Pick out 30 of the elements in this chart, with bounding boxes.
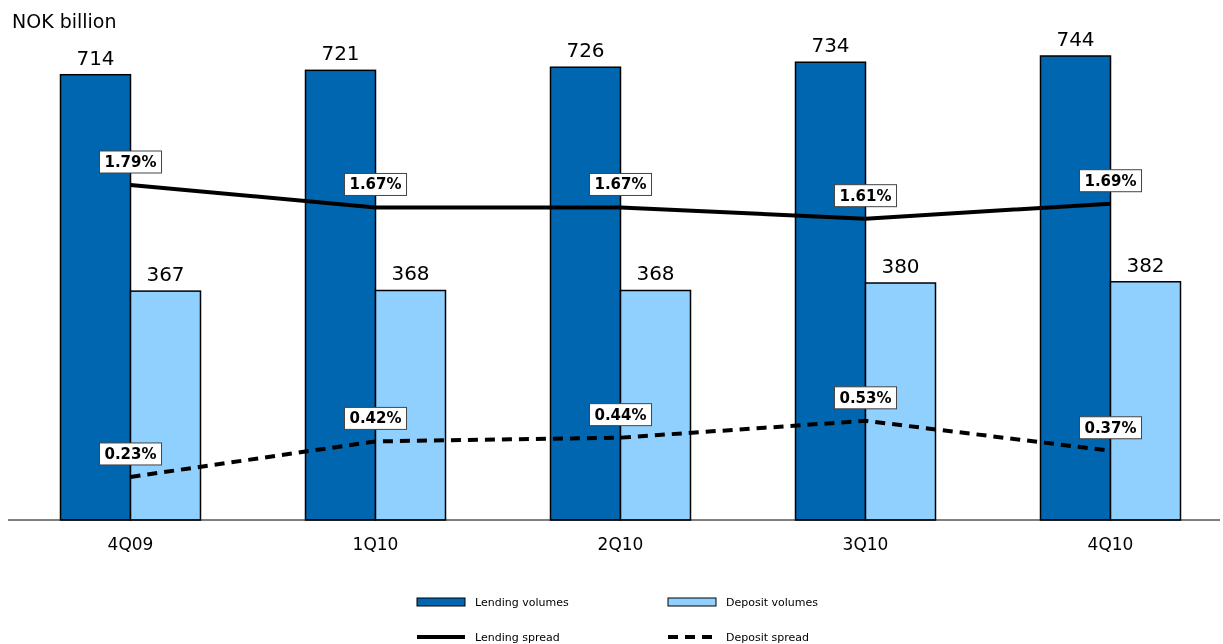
legend-label: Deposit volumes bbox=[726, 596, 819, 609]
data-label: 1.67% bbox=[594, 175, 647, 194]
data-label: 368 bbox=[391, 261, 430, 286]
data-label: 0.42% bbox=[349, 409, 402, 428]
data-label: 0.44% bbox=[594, 405, 647, 424]
data-label: 368 bbox=[636, 261, 675, 286]
data-label: 1.61% bbox=[839, 186, 892, 205]
data-label: 1.67% bbox=[349, 175, 402, 194]
data-label: 744 bbox=[1056, 27, 1095, 51]
data-label: 0.53% bbox=[839, 388, 892, 407]
x-tick-label: 4Q10 bbox=[1087, 534, 1134, 555]
legend-label: Lending spread bbox=[475, 631, 560, 644]
legend-label: Deposit spread bbox=[726, 631, 810, 644]
x-tick-label: 1Q10 bbox=[352, 534, 399, 555]
data-label: 0.37% bbox=[1084, 418, 1137, 437]
data-label: 382 bbox=[1126, 252, 1165, 277]
data-label: 726 bbox=[566, 38, 605, 63]
y-axis-title: NOK billion bbox=[12, 10, 117, 32]
data-label: 714 bbox=[76, 45, 115, 70]
data-label: 734 bbox=[811, 33, 850, 58]
data-label: 367 bbox=[146, 262, 185, 287]
data-label: 0.23% bbox=[104, 444, 157, 463]
x-tick-label: 2Q10 bbox=[597, 534, 644, 555]
legend-label: Lending volumes bbox=[475, 596, 569, 609]
data-label: 1.79% bbox=[104, 153, 157, 171]
data-label: 721 bbox=[321, 41, 360, 66]
x-tick-label: 3Q10 bbox=[842, 534, 889, 555]
x-tick-label: 4Q09 bbox=[107, 534, 154, 555]
data-label: 1.69% bbox=[1084, 171, 1137, 190]
data-label: 380 bbox=[881, 254, 920, 279]
